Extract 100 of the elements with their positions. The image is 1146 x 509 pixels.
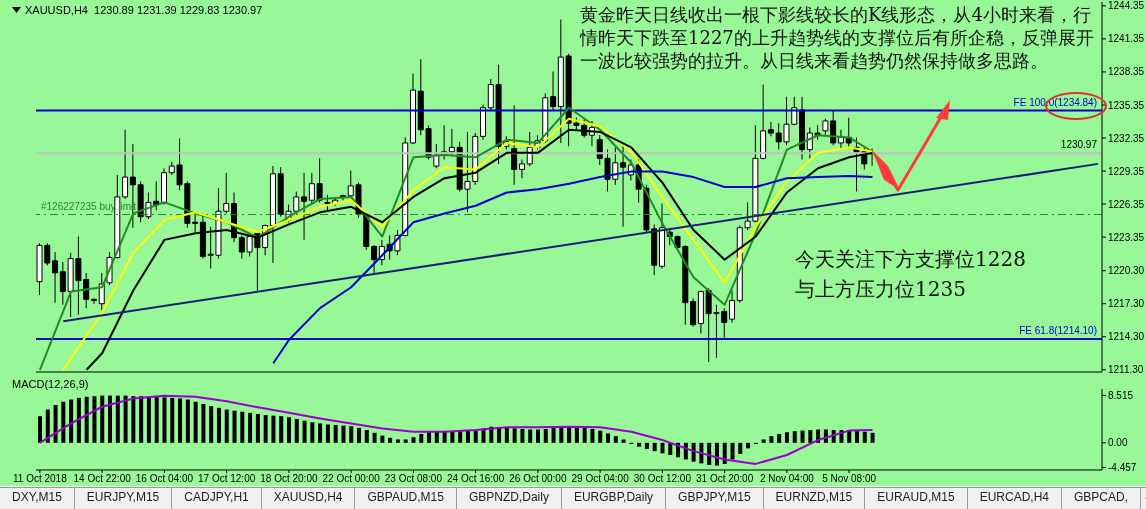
bar [139,396,144,443]
bar [84,396,89,443]
x-tick-label: 18 Oct 20:00 [260,473,318,485]
bar [784,432,789,443]
x-tick-label: 23 Oct 08:00 [384,473,443,485]
bar [543,428,548,443]
bar [551,427,556,443]
bar [170,397,175,443]
bar [707,442,712,466]
bar [162,397,167,443]
bar [512,428,517,443]
bar [434,431,439,443]
bar [333,425,338,443]
bar [450,431,455,443]
bar [738,442,743,454]
x-tick-label: 22 Oct 00:00 [322,473,381,485]
bar [800,430,805,443]
bar [53,405,58,443]
bar [92,396,97,443]
x-tick-label: 26 Oct 00:00 [509,473,567,485]
y-tick-label: 1244.35 [1108,0,1145,12]
y-tick-label: 8.515 [1108,390,1134,402]
bar [714,442,719,466]
chart-title: XAUUSD,H4 1230.89 1231.39 1229.83 1230.97 [25,4,263,16]
bar [240,411,245,443]
bar [777,433,782,443]
bar [582,427,587,443]
x-tick-label: 24 Oct 16:00 [446,473,505,485]
bar [504,427,509,443]
bar [286,417,291,443]
bar [590,428,595,443]
bar [349,426,354,443]
bar [38,416,42,443]
bar [644,442,649,449]
bar [403,439,408,443]
bar [567,426,572,443]
line-series [38,394,874,465]
bar [123,395,128,443]
text: GBPAUD,M15 [355,488,457,509]
bar [395,439,400,443]
bar [318,423,323,443]
bar [193,401,198,443]
y-tick-label: 1229.35 [1108,165,1145,177]
bar [808,430,813,443]
bar [69,399,74,443]
y-tick-label: 1226.35 [1108,198,1145,210]
bar [154,396,159,443]
bar [146,396,151,443]
bar [598,430,603,443]
bar [637,442,642,447]
bar [201,403,206,443]
bar [248,412,253,443]
y-tick-label: 1217.30 [1108,298,1145,310]
bar [364,430,369,443]
bar [761,439,766,443]
bar [372,432,377,443]
text: GBPNZD,Daily [456,488,562,509]
text: XAUUSD,H4 [261,488,356,509]
y-tick-label: 1241.35 [1108,33,1145,45]
text: GBPJPY,M15 [666,488,764,509]
ref-line-label: 1230.97 [1060,139,1098,151]
bar [263,415,268,443]
bar [302,420,307,443]
bar [232,410,237,443]
annotation: 黄金昨天日线收出一根下影线较长的K线形态，从4小时来看，行情昨天下跌至1227的上升趋势线的支撑位后有所企稳，反弹展开一波比较强势的拉升。从日线来看趋势仍然保持做多思路。 [580,3,1095,72]
bar [341,425,346,443]
text: EURAUD,M15 [865,488,968,509]
bar [746,442,751,449]
bar [847,430,852,443]
text: EURGBP,Daily [561,488,667,509]
bar [870,432,875,443]
bar [660,442,665,454]
y-tick-label: 1220.30 [1108,265,1145,277]
bar [855,431,860,443]
bar [271,415,276,443]
y-tick-label: 1232.35 [1108,132,1145,144]
annotation: 今天关注下方支撑位1228与上方压力位1235 [795,246,1027,303]
bar [473,430,478,443]
bar [325,424,330,443]
x-tick-label: 30 Oct 12:00 [633,473,692,485]
text: GBPCAD, [1061,488,1141,509]
bar [528,429,533,443]
bar [115,395,120,443]
bar [76,397,81,443]
bar [458,430,463,443]
bar [294,418,299,443]
bar [535,429,540,443]
y-tick-label: 1214.30 [1108,331,1145,343]
y-tick-label: 1211.30 [1108,364,1144,376]
bar [224,409,229,443]
bar [652,442,657,452]
bar [730,442,735,460]
bar [108,395,113,443]
bar [100,395,105,443]
ref-line-label: FE 61.8(1214.10) [1019,324,1097,336]
bar [419,433,424,443]
bar [357,427,362,443]
x-tick-label: 29 Oct 04:00 [571,473,630,485]
text: DXY,M15 [0,488,75,509]
bar [613,436,618,443]
